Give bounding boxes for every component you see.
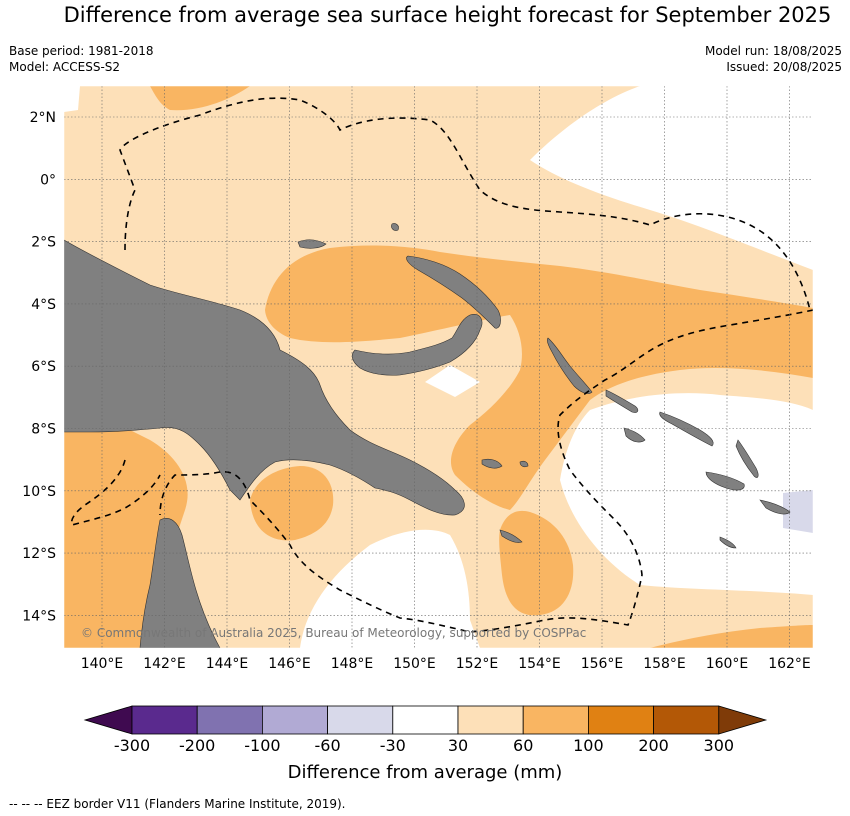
lon-tick-label: 160°E: [706, 656, 749, 672]
model-run: Model run: 18/08/2025: [704, 44, 842, 58]
colorbar-tick-label: -100: [244, 736, 280, 755]
lon-tick-label: 158°E: [643, 656, 686, 672]
contour-neutral-east: [560, 393, 813, 595]
footnote: -- -- -- EEZ border V11 (Flanders Marine…: [9, 797, 346, 811]
lon-tick-label: 140°E: [81, 656, 124, 672]
lat-tick-label: 4°S: [31, 297, 56, 313]
colorbar-segment: [457, 705, 524, 735]
contour-neutral-nw: [64, 86, 80, 112]
colorbar-segment: [196, 705, 263, 735]
colorbar-title: Difference from average (mm): [288, 762, 563, 783]
colorbar-tick-label: 30: [448, 736, 468, 755]
lon-tick-label: 156°E: [581, 656, 624, 672]
lat-tick-label: 2°N: [30, 110, 56, 126]
longitude-labels: 140°E 142°E 144°E 146°E 148°E 150°E 152°E 154°E…: [81, 656, 811, 672]
lon-tick-label: 142°E: [143, 656, 186, 672]
colorbar: -300 -200 -100 -60 -30 30 60 100 200 300: [83, 705, 768, 755]
latitude-labels: 2°N 0° 2°S 4°S 6°S 8°S 10°S 12°S 14°S: [22, 110, 56, 624]
colorbar-tick-label: -30: [380, 736, 406, 755]
colorbar-tick-label: -60: [315, 736, 341, 755]
lon-tick-label: 146°E: [268, 656, 311, 672]
land-trobriand: [519, 460, 529, 468]
lat-tick-label: 6°S: [31, 359, 56, 375]
colorbar-tick-label: 100: [573, 736, 604, 755]
land-solomon-new-georgia: [623, 427, 646, 443]
meta-right: Model run: 18/08/2025 Issued: 20/08/2025: [705, 43, 842, 75]
colorbar-segment: [588, 705, 655, 735]
model-name: Model: ACCESS-S2: [9, 60, 121, 74]
lat-tick-label: 12°S: [22, 546, 56, 562]
lon-tick-label: 148°E: [331, 656, 374, 672]
issued-date: Issued: 20/08/2025: [726, 60, 842, 74]
lon-tick-label: 144°E: [206, 656, 249, 672]
meta-left: Base period: 1981-2018 Model: ACCESS-S2: [9, 43, 154, 75]
lon-tick-label: 152°E: [456, 656, 499, 672]
lon-tick-label: 154°E: [518, 656, 561, 672]
lat-tick-label: 10°S: [22, 484, 56, 500]
colorbar-extend-high: [718, 705, 768, 735]
colorbar-tick-label: 200: [638, 736, 669, 755]
gridlines: [64, 86, 813, 648]
land-louisiade: [499, 529, 523, 543]
contour-60-100-top: [150, 86, 250, 111]
page-title: Difference from average sea surface heig…: [63, 3, 832, 27]
eez-borders: [70, 97, 813, 633]
contour-neutral-north: [530, 86, 813, 270]
land-solomon-makira: [759, 499, 791, 515]
land-solomon-choiseul: [605, 389, 639, 413]
lat-tick-label: 0°: [40, 172, 56, 188]
colorbar-tick-label: -200: [179, 736, 215, 755]
land-solomon-malaita: [735, 439, 759, 478]
colorbar-tick-label: 60: [513, 736, 533, 755]
contour-60-100-solomon-sea: [499, 510, 574, 616]
lat-tick-label: 2°S: [31, 235, 56, 251]
land-bougainville: [546, 337, 593, 394]
lat-tick-label: 14°S: [22, 608, 56, 624]
colorbar-segment: [522, 705, 589, 735]
colorbar-segment: [327, 705, 394, 735]
lon-tick-label: 150°E: [393, 656, 436, 672]
map-area: © Commonwealth of Australia 2025, Bureau…: [64, 86, 813, 648]
lon-tick-label: 162°E: [768, 656, 811, 672]
land-solomon-guadalcanal: [705, 471, 745, 491]
land-small-island-a: [391, 223, 399, 231]
contour-neutral-south: [300, 529, 480, 648]
copyright-notice: © Commonwealth of Australia 2025, Bureau…: [81, 626, 586, 640]
base-period: Base period: 1981-2018: [9, 44, 154, 58]
colorbar-extend-low: [83, 705, 133, 735]
colorbar-tick-label: 300: [704, 736, 735, 755]
colorbar-segment: [131, 705, 198, 735]
colorbar-segment: [653, 705, 720, 735]
colorbar-tick-label: -300: [114, 736, 150, 755]
lat-tick-label: 8°S: [31, 422, 56, 438]
land-dentrecasteaux: [481, 458, 503, 469]
land-new-britain: [351, 314, 483, 376]
contour-60-100-southeast: [650, 625, 813, 648]
map-frame: [63, 85, 814, 649]
contour-60-100-central: [265, 245, 813, 511]
land-solomon-santa-isabel: [659, 411, 714, 447]
colorbar-segment: [261, 705, 328, 735]
land-small-island-b: [719, 536, 737, 549]
contour-neutral-small: [425, 365, 480, 397]
contour-neg-60-30: [783, 490, 813, 533]
colorbar-segment: [392, 705, 459, 735]
land-new-guinea: [64, 239, 465, 516]
land-manus: [297, 239, 327, 249]
